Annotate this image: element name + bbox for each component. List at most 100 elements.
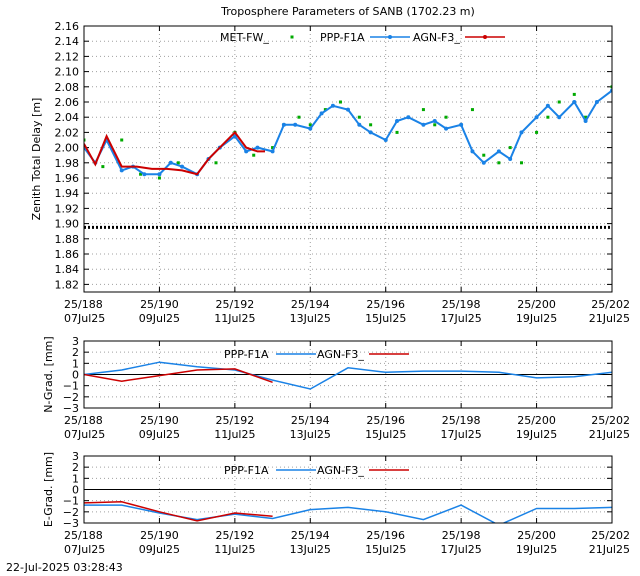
data-point-ppp-f1a xyxy=(583,119,588,123)
x-tick-label: 25/198 xyxy=(442,298,481,311)
data-point-ppp-f1a xyxy=(142,172,147,177)
data-point-ppp-f1a xyxy=(368,130,373,135)
data-point-met-fw xyxy=(214,161,218,165)
legend-label: AGN-F3_ xyxy=(413,31,460,44)
data-point-met-fw xyxy=(101,165,105,169)
x-tick-date-label: 17Jul25 xyxy=(441,312,482,325)
y-tick-label: 2.14 xyxy=(55,35,80,48)
x-tick-label: 25/202 xyxy=(591,529,630,542)
footer-timestamp: 22-Jul-2025 03:28:43 xyxy=(6,561,123,574)
data-point-ppp-f1a xyxy=(395,119,400,123)
data-point-ppp-f1a xyxy=(383,138,388,142)
y-tick-label: 2.04 xyxy=(55,111,80,124)
data-point-met-fw xyxy=(444,115,448,119)
x-tick-label: 25/200 xyxy=(517,298,556,311)
x-tick-label: 25/198 xyxy=(442,529,481,542)
x-tick-label: 25/196 xyxy=(366,414,405,427)
x-tick-date-label: 19Jul25 xyxy=(516,428,557,441)
data-point-met-fw xyxy=(395,130,399,134)
x-tick-label: 25/190 xyxy=(140,529,179,542)
x-tick-label: 25/196 xyxy=(366,529,405,542)
y-tick-label: 1.86 xyxy=(55,248,80,261)
data-point-ppp-f1a xyxy=(319,111,324,116)
data-point-met-fw xyxy=(557,100,561,104)
data-point-ppp-f1a xyxy=(168,160,173,165)
data-point-met-fw xyxy=(271,146,275,150)
legend-swatch-marker xyxy=(388,35,392,39)
data-point-met-fw xyxy=(535,130,539,134)
y-tick-label: 1.98 xyxy=(55,157,80,170)
data-point-met-fw xyxy=(421,108,425,112)
y-tick-label: 2.10 xyxy=(55,66,80,79)
chart-title: Troposphere Parameters of SANB (1702.23 … xyxy=(220,5,475,18)
legend-entry: PPP-F1A xyxy=(320,31,410,44)
data-point-ppp-f1a xyxy=(545,103,550,108)
x-tick-date-label: 13Jul25 xyxy=(290,312,331,325)
data-point-ppp-f1a xyxy=(308,126,313,131)
plot-frame xyxy=(83,25,613,293)
x-tick-date-label: 19Jul25 xyxy=(516,543,557,556)
legend-entry: MET-FW_ xyxy=(220,31,294,44)
y-tick-label: 1.90 xyxy=(55,218,80,231)
series-line-ppp-f1a xyxy=(84,504,612,523)
data-point-met-fw xyxy=(433,123,437,127)
x-tick-label: 25/190 xyxy=(140,298,179,311)
legend-label: PPP-F1A xyxy=(320,31,365,44)
data-point-ppp-f1a xyxy=(281,122,286,127)
y-tick-label: 2.08 xyxy=(55,81,80,94)
data-point-met-fw xyxy=(357,115,361,119)
y-tick-label: 2 xyxy=(72,346,79,359)
x-tick-date-label: 11Jul25 xyxy=(214,543,255,556)
x-tick-date-label: 09Jul25 xyxy=(139,543,180,556)
data-point-ppp-f1a xyxy=(496,149,501,154)
data-point-met-fw xyxy=(508,146,512,150)
y-axis-label: Zenith Total Delay [m] xyxy=(30,98,43,221)
legend-entry: PPP-F1A xyxy=(224,464,316,477)
data-point-met-fw xyxy=(84,138,86,142)
data-point-met-fw xyxy=(497,161,501,165)
x-tick-label: 25/198 xyxy=(442,414,481,427)
legend-label: AGN-F3_ xyxy=(317,464,364,477)
data-point-met-fw xyxy=(338,100,342,104)
x-tick-date-label: 09Jul25 xyxy=(139,428,180,441)
y-tick-label: 1.92 xyxy=(55,202,80,215)
x-tick-label: 25/202 xyxy=(591,414,630,427)
y-tick-label: −3 xyxy=(63,402,79,415)
y-tick-label: 2.00 xyxy=(55,142,80,155)
legend-entry: PPP-F1A xyxy=(224,348,316,361)
data-point-ppp-f1a xyxy=(357,122,362,127)
legend-entry: AGN-F3_ xyxy=(317,464,409,477)
series-line-agn-f3 xyxy=(84,501,273,522)
legend-label: AGN-F3_ xyxy=(317,348,364,361)
data-point-ppp-f1a xyxy=(432,119,437,123)
x-tick-label: 25/188 xyxy=(64,414,103,427)
data-point-met-fw xyxy=(157,176,161,180)
y-axis-label: E-Grad. [mm] xyxy=(42,452,55,527)
x-tick-date-label: 17Jul25 xyxy=(441,543,482,556)
x-tick-date-label: 13Jul25 xyxy=(290,428,331,441)
legend-label: MET-FW_ xyxy=(220,31,269,44)
y-tick-label: −1 xyxy=(63,495,79,508)
y-tick-label: 2 xyxy=(72,461,79,474)
data-point-met-fw xyxy=(546,115,550,119)
legend-entry: AGN-F3_ xyxy=(413,31,505,44)
x-tick-label: 25/194 xyxy=(291,298,330,311)
x-tick-date-label: 19Jul25 xyxy=(516,312,557,325)
y-tick-label: 3 xyxy=(72,450,79,463)
x-tick-date-label: 11Jul25 xyxy=(214,428,255,441)
data-point-ppp-f1a xyxy=(594,100,599,104)
y-tick-label: 1.96 xyxy=(55,172,80,185)
data-point-ppp-f1a xyxy=(119,168,124,173)
data-point-met-fw xyxy=(252,153,256,157)
data-point-met-fw xyxy=(297,115,301,119)
data-point-met-fw xyxy=(610,85,612,89)
data-point-ppp-f1a xyxy=(444,126,449,131)
legend-swatch xyxy=(290,35,294,39)
x-tick-label: 25/200 xyxy=(517,529,556,542)
data-point-ppp-f1a xyxy=(519,130,524,135)
x-tick-date-label: 07Jul25 xyxy=(64,312,105,325)
x-tick-label: 25/188 xyxy=(64,298,103,311)
y-tick-label: 1.84 xyxy=(55,263,80,276)
data-point-met-fw xyxy=(139,172,143,176)
